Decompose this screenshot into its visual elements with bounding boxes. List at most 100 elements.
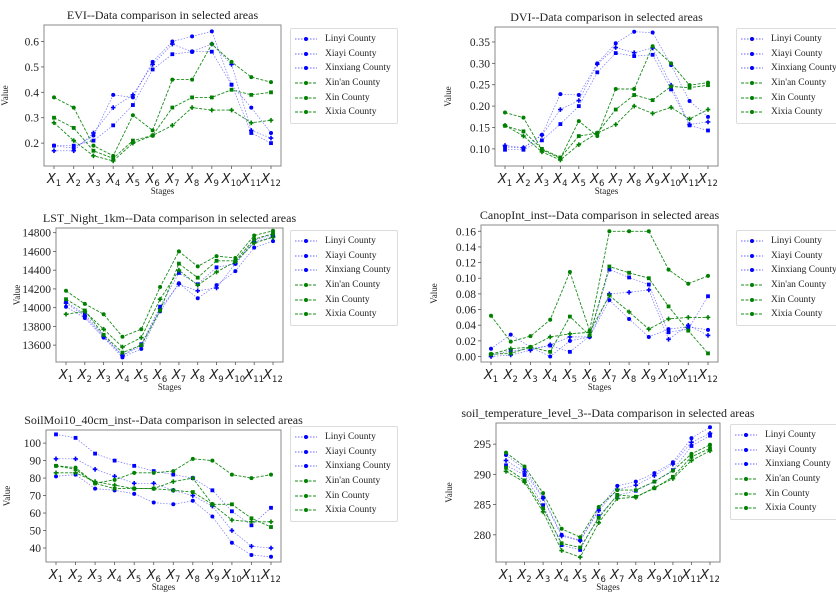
data-point — [210, 502, 215, 507]
legend-item: Xin'an County — [741, 76, 836, 91]
data-point — [558, 107, 563, 112]
data-point — [233, 269, 238, 274]
legend-marker-icon — [295, 95, 317, 100]
data-point — [229, 59, 234, 64]
series-line — [504, 47, 709, 148]
legend-item: Linyi County — [295, 234, 391, 249]
legend-label: Xinxiang County — [325, 265, 391, 276]
data-point — [120, 353, 125, 358]
legend-item: Xin County — [735, 486, 831, 501]
series-line — [504, 31, 709, 149]
x-tick-label: X11 — [677, 368, 698, 385]
data-point — [706, 114, 710, 119]
legend-marker-icon — [735, 447, 757, 452]
y-tick-label: 0.25 — [470, 80, 490, 92]
data-point — [158, 285, 163, 290]
x-tick-label: X3 — [534, 172, 549, 189]
legend-label: Xin'an County — [325, 476, 381, 487]
data-point — [706, 294, 710, 299]
x-tick-label: X10 — [660, 172, 681, 189]
x-tick-label: X5 — [133, 368, 148, 385]
plot-frame — [55, 227, 284, 363]
series-line — [65, 233, 274, 354]
series-line — [490, 269, 709, 356]
data-point — [210, 458, 215, 463]
data-point — [151, 470, 156, 475]
legend-marker-icon — [295, 110, 317, 115]
legend-marker-icon — [295, 493, 317, 498]
data-point — [650, 30, 655, 35]
chart-panel-canopint: CanopInt_inst--Data comparison in select… — [418, 198, 836, 396]
data-point — [101, 332, 106, 337]
data-point — [209, 42, 214, 47]
data-point — [540, 146, 544, 151]
legend-item: Linyi County — [741, 32, 836, 47]
x-tick-label: X12 — [260, 568, 281, 585]
legend-label: Xinxiang County — [325, 461, 391, 472]
data-point — [101, 312, 106, 317]
data-point — [269, 554, 273, 559]
legend-marker-icon — [741, 81, 763, 86]
series-line — [55, 465, 272, 528]
legend-marker-icon — [295, 253, 317, 258]
data-point — [627, 270, 631, 275]
series-xin-county — [63, 235, 276, 350]
legend-marker-icon — [295, 508, 317, 513]
legend-label: Xin County — [771, 92, 816, 103]
data-point — [170, 39, 175, 44]
data-point — [706, 83, 710, 88]
y-tick-label: 90 — [30, 456, 42, 468]
x-tick-label: X5 — [562, 368, 577, 385]
data-point — [521, 133, 526, 139]
data-point — [547, 334, 553, 340]
data-point — [705, 107, 711, 112]
data-point — [568, 349, 572, 354]
data-point — [91, 148, 96, 153]
y-tick-label: 60 — [30, 508, 42, 520]
data-point — [567, 338, 572, 343]
data-point — [248, 120, 254, 126]
data-point — [670, 468, 675, 473]
data-point — [559, 533, 564, 539]
data-point — [170, 77, 175, 82]
series-xinxiang-county — [504, 433, 712, 552]
data-point — [176, 281, 182, 287]
legend-marker-icon — [295, 283, 317, 288]
data-point — [503, 458, 509, 463]
data-point — [613, 41, 618, 46]
data-point — [633, 482, 639, 488]
legend-marker-icon — [741, 51, 763, 56]
data-point — [626, 290, 632, 295]
data-point — [120, 350, 125, 355]
x-tick-label: X1 — [498, 568, 513, 585]
data-point — [595, 70, 600, 75]
chart-panel-soil-temperature: soil_temperature_level_3--Data compariso… — [418, 396, 836, 593]
x-tick-label: X4 — [105, 172, 120, 189]
series-xixia-county — [489, 264, 710, 357]
data-point — [595, 134, 600, 139]
legend-item: Linyi County — [735, 428, 831, 443]
legend-item: Xixia County — [741, 307, 836, 322]
legend-label: Linyi County — [771, 236, 822, 247]
x-tick-label: X9 — [644, 172, 659, 189]
series-line — [54, 51, 272, 147]
legend-item: Xinxiang County — [295, 459, 391, 474]
legend-marker-icon — [295, 297, 317, 302]
data-point — [91, 130, 96, 136]
series-line — [53, 30, 272, 149]
series-line — [490, 294, 708, 355]
data-point — [558, 122, 563, 126]
data-point — [607, 298, 612, 303]
legend-marker-icon — [735, 462, 757, 467]
x-axis-label: Stages — [158, 382, 182, 392]
data-point — [689, 458, 694, 463]
data-point — [650, 98, 655, 103]
data-point — [646, 276, 651, 281]
x-tick-label: X10 — [221, 568, 242, 585]
legend-label: Xinxiang County — [765, 459, 831, 470]
data-point — [189, 105, 195, 110]
data-point — [229, 107, 234, 113]
legend-item: Xiayi County — [735, 443, 831, 458]
data-point — [73, 467, 78, 472]
data-point — [170, 479, 176, 484]
